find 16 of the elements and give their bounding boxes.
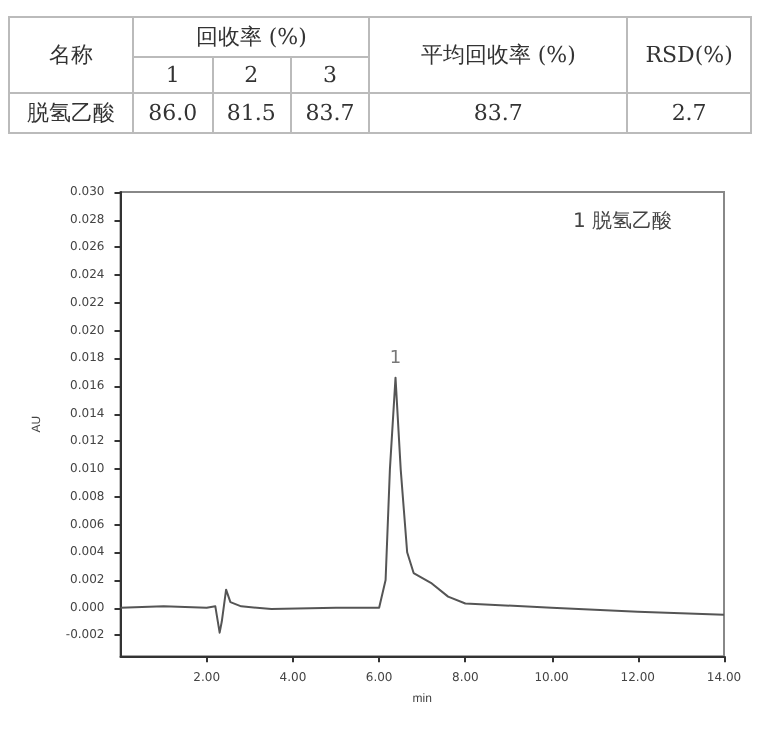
text: 2.7 bbox=[627, 93, 751, 133]
text: 3 bbox=[290, 57, 370, 93]
annotation: 1 脱氢乙酸 bbox=[572, 209, 673, 233]
text: 回收率 (%) bbox=[133, 17, 370, 57]
annotation: 1 bbox=[389, 348, 402, 369]
text: 名称 bbox=[9, 17, 134, 93]
text: 83.7 bbox=[290, 93, 370, 133]
text: 81.5 bbox=[212, 93, 291, 133]
text: 2 bbox=[212, 57, 291, 93]
text: 平均回收率 (%) bbox=[369, 17, 628, 93]
text: RSD(%) bbox=[627, 17, 751, 93]
line-series bbox=[119, 376, 725, 634]
text: 83.7 bbox=[369, 93, 628, 133]
text: 脱氢乙酸 bbox=[9, 93, 134, 133]
text: 1 bbox=[133, 57, 213, 93]
text: 86.0 bbox=[133, 93, 213, 133]
